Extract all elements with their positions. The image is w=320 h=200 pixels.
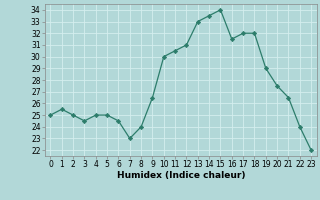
X-axis label: Humidex (Indice chaleur): Humidex (Indice chaleur) [116, 171, 245, 180]
